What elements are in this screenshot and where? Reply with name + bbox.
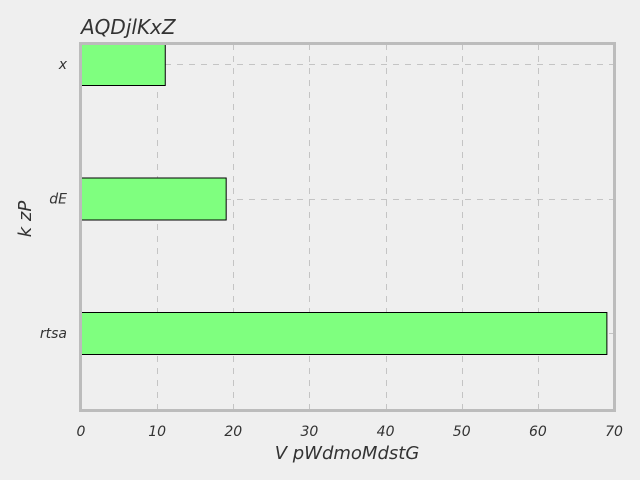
x-tick-label: 70	[605, 424, 623, 440]
x-tick-label: 50	[453, 424, 471, 440]
x-tick-label: 30	[301, 424, 319, 440]
bars	[81, 43, 608, 355]
x-tick-label: 40	[377, 424, 395, 440]
bar-dE	[81, 177, 227, 221]
x-tick-label: 60	[529, 424, 547, 440]
x-tick-label: 10	[148, 424, 166, 440]
x-tick-labels: 0 10 20 30 40 50 60 70	[77, 424, 623, 440]
y-tick-label: x	[58, 57, 68, 73]
bar-x	[81, 43, 166, 86]
x-axis-label: V pWdmoMdstG	[275, 443, 420, 464]
grid-lines	[81, 44, 614, 410]
y-axis-label: k zP	[15, 201, 36, 238]
plot-frame	[79, 42, 616, 412]
x-tick-label: 0	[77, 424, 86, 440]
y-tick-labels: x dE rtsa	[40, 57, 68, 342]
x-tick-label: 20	[224, 424, 242, 440]
bar-rtsa	[81, 312, 608, 355]
y-tick-label: rtsa	[40, 326, 67, 342]
chart-title: AQDjlKxZ	[79, 15, 177, 39]
y-tick-label: dE	[49, 192, 67, 208]
